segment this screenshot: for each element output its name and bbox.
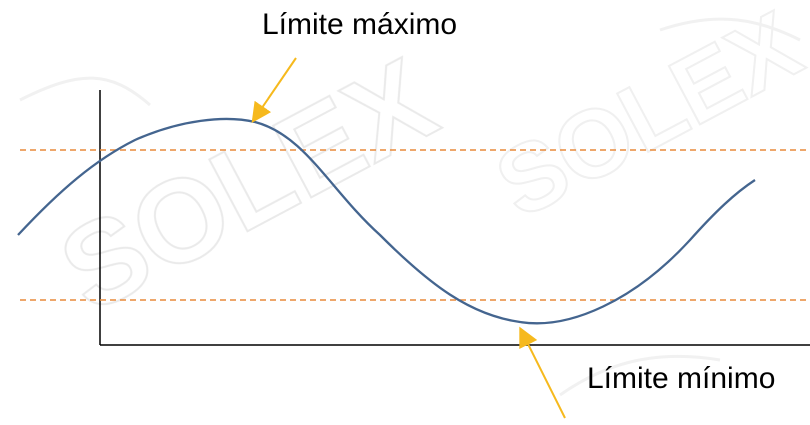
watermark-swirl-3 (559, 354, 721, 397)
max-limit-arrow (251, 57, 297, 123)
max-limit-label: Límite máximo (262, 8, 458, 41)
watermark-swirl-1 (19, 76, 151, 107)
min-limit-arrow (519, 326, 566, 419)
oscillation-curve (17, 117, 756, 325)
watermark-swirl-2 (659, 17, 801, 42)
watermark-text-2: SOLEX (480, 0, 810, 239)
watermark-group: SOLEX SOLEX (19, 0, 810, 397)
min-limit-label: Límite mínimo (587, 362, 776, 395)
